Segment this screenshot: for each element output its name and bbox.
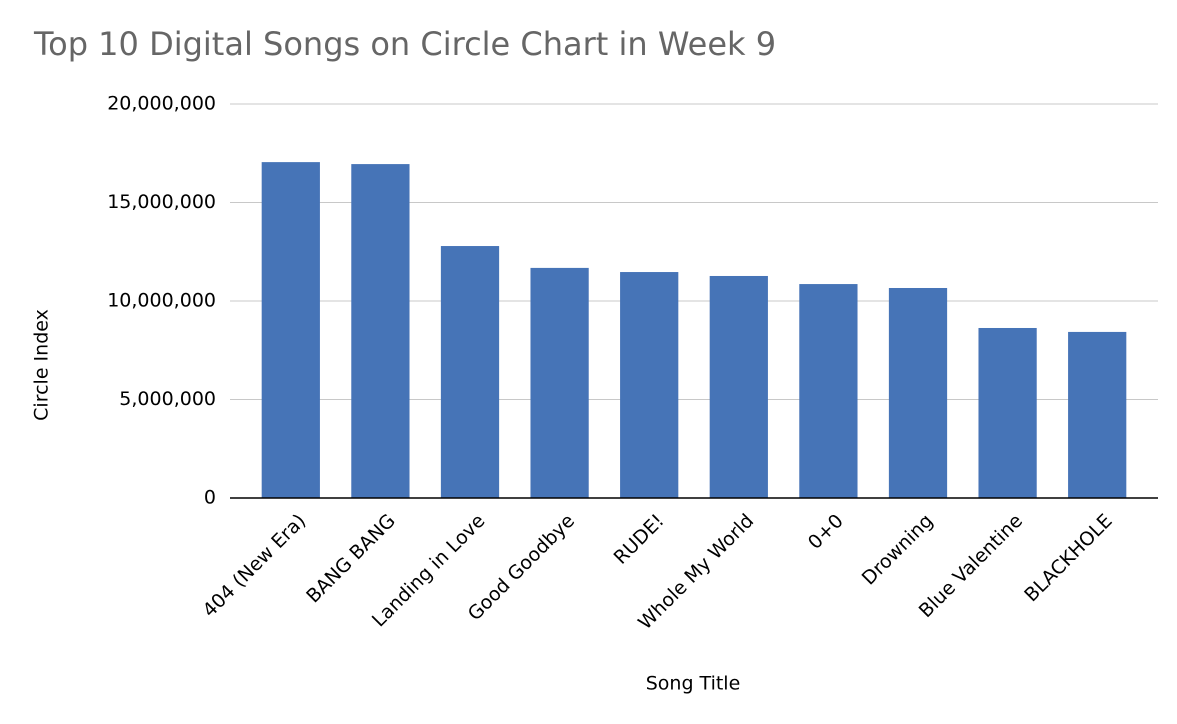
bar [620, 272, 679, 498]
x-tick-label: 404 (New Era) [198, 510, 310, 622]
bar [261, 162, 320, 499]
bar [978, 327, 1037, 498]
x-tick-label: BANG BANG [302, 510, 400, 608]
y-tick-label: 5,000,000 [119, 388, 216, 410]
bar [530, 267, 589, 498]
x-tick-label: RUDE! [610, 510, 669, 569]
bar [888, 287, 948, 498]
x-axis-title: Song Title [646, 673, 741, 695]
x-tick-label: 0+0 [804, 510, 848, 554]
x-tick-label: BLACKHOLE [1020, 510, 1116, 606]
bar [1068, 331, 1127, 498]
bar [709, 275, 768, 498]
y-tick-label: 15,000,000 [107, 191, 216, 213]
x-tick-label: Drowning [858, 510, 938, 590]
y-tick-label: 10,000,000 [107, 290, 216, 312]
y-axis-title: Circle Index [31, 309, 53, 421]
y-tick-label: 0 [204, 487, 216, 509]
bar [440, 246, 500, 498]
bar [351, 164, 410, 498]
chart-title: Top 10 Digital Songs on Circle Chart in … [33, 25, 776, 63]
bar [799, 284, 858, 498]
y-tick-label: 20,000,000 [107, 93, 216, 115]
